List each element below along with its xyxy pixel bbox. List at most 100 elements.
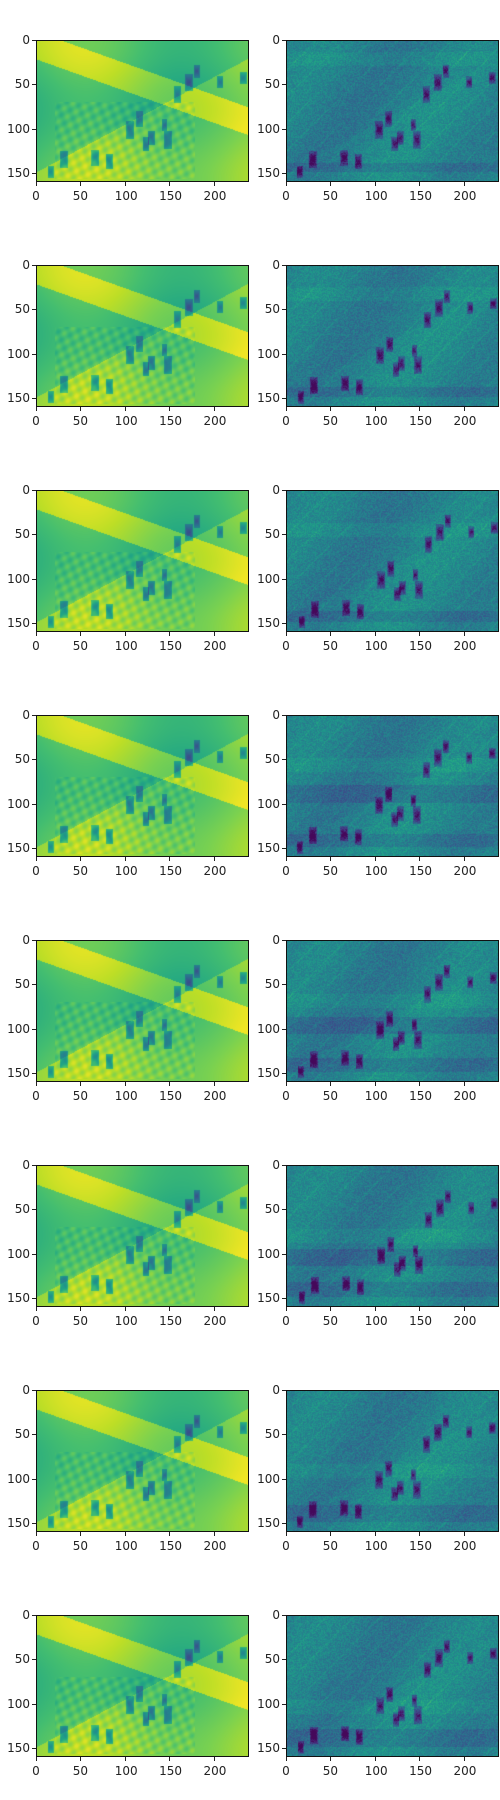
y-tick-mark xyxy=(32,84,36,86)
x-tick-mark xyxy=(330,182,332,186)
left-scene-image xyxy=(37,716,248,856)
y-tick-label: 50 xyxy=(264,752,280,767)
y-tick-label: 50 xyxy=(14,302,30,317)
y-tick-label: 0 xyxy=(272,1608,280,1622)
x-tick-label: 50 xyxy=(72,1539,89,1553)
x-tick-mark xyxy=(124,1307,126,1311)
x-tick-label: 0 xyxy=(282,864,290,878)
y-tick-label: 0 xyxy=(272,1383,280,1397)
x-tick-mark xyxy=(124,182,126,186)
y-tick-label: 100 xyxy=(7,1021,30,1036)
x-tick-label: 100 xyxy=(364,1539,388,1553)
y-tick-label: 150 xyxy=(257,1516,280,1531)
x-tick-mark xyxy=(213,182,215,186)
x-tick-label: 0 xyxy=(32,864,40,878)
x-tick-label: 200 xyxy=(453,1314,477,1328)
y-tick-label: 100 xyxy=(257,1021,280,1036)
x-tick-label: 0 xyxy=(32,639,40,653)
y-tick-mark xyxy=(282,534,286,536)
x-tick-label: 200 xyxy=(203,1089,227,1103)
left-image-frame xyxy=(36,490,249,632)
x-tick-mark xyxy=(463,182,465,186)
x-tick-mark xyxy=(80,857,82,861)
x-tick-label: 200 xyxy=(453,189,477,203)
y-tick-mark xyxy=(32,1478,36,1480)
x-tick-label: 100 xyxy=(364,1314,388,1328)
y-tick-mark xyxy=(282,759,286,761)
x-tick-label: 50 xyxy=(72,864,89,878)
y-tick-label: 0 xyxy=(272,933,280,947)
y-tick-label: 50 xyxy=(264,1427,280,1442)
y-tick-label: 50 xyxy=(14,1652,30,1667)
x-tick-label: 150 xyxy=(409,1764,433,1778)
x-tick-mark xyxy=(419,407,421,411)
x-tick-mark xyxy=(36,1082,37,1086)
y-tick-label: 50 xyxy=(14,527,30,542)
y-tick-mark xyxy=(32,1390,36,1391)
x-tick-mark xyxy=(169,1757,171,1761)
y-tick-label: 50 xyxy=(264,1202,280,1217)
x-tick-label: 200 xyxy=(453,864,477,878)
left-scene-image xyxy=(37,491,248,631)
x-tick-mark xyxy=(374,407,376,411)
x-tick-mark xyxy=(124,407,126,411)
y-tick-mark xyxy=(282,1253,286,1255)
x-tick-label: 150 xyxy=(409,1314,433,1328)
y-tick-mark xyxy=(282,84,286,86)
y-tick-mark xyxy=(282,1298,286,1300)
x-tick-label: 150 xyxy=(409,189,433,203)
y-tick-mark xyxy=(32,1165,36,1166)
left-image-frame xyxy=(36,1390,249,1532)
y-tick-mark xyxy=(32,173,36,175)
left-image-frame xyxy=(36,40,249,182)
right-image-frame xyxy=(286,40,499,182)
left-image-frame xyxy=(36,1615,249,1757)
x-tick-mark xyxy=(286,857,287,861)
y-tick-label: 50 xyxy=(14,752,30,767)
x-tick-label: 0 xyxy=(282,189,290,203)
y-tick-mark xyxy=(282,1073,286,1075)
y-tick-label: 150 xyxy=(7,1066,30,1081)
x-tick-label: 100 xyxy=(364,1089,388,1103)
y-tick-mark xyxy=(32,759,36,761)
x-tick-label: 50 xyxy=(322,1314,339,1328)
right-image-frame xyxy=(286,1615,499,1757)
y-tick-label: 0 xyxy=(22,1158,30,1172)
x-tick-mark xyxy=(374,1532,376,1536)
y-tick-label: 150 xyxy=(7,391,30,406)
x-tick-mark xyxy=(330,632,332,636)
x-tick-mark xyxy=(36,857,37,861)
y-tick-mark xyxy=(282,309,286,311)
right-scene-image xyxy=(287,41,498,181)
y-tick-mark xyxy=(282,490,286,491)
x-tick-mark xyxy=(80,632,82,636)
x-tick-label: 50 xyxy=(72,1314,89,1328)
x-tick-mark xyxy=(330,1082,332,1086)
right-scene-image xyxy=(287,1166,498,1306)
y-tick-mark xyxy=(282,173,286,175)
y-tick-label: 100 xyxy=(257,1471,280,1486)
x-tick-mark xyxy=(419,632,421,636)
x-tick-label: 100 xyxy=(114,864,138,878)
x-tick-mark xyxy=(36,182,37,186)
x-tick-label: 150 xyxy=(159,1089,183,1103)
y-tick-label: 150 xyxy=(7,616,30,631)
x-tick-label: 100 xyxy=(114,1314,138,1328)
left-image-frame xyxy=(36,265,249,407)
x-tick-label: 150 xyxy=(159,189,183,203)
y-tick-mark xyxy=(32,1748,36,1750)
left-image-frame xyxy=(36,1165,249,1307)
y-tick-label: 150 xyxy=(7,841,30,856)
x-tick-mark xyxy=(36,1532,37,1536)
x-tick-label: 0 xyxy=(32,189,40,203)
y-tick-label: 0 xyxy=(22,258,30,272)
right-scene-image xyxy=(287,941,498,1081)
x-tick-mark xyxy=(419,182,421,186)
y-tick-label: 0 xyxy=(22,933,30,947)
